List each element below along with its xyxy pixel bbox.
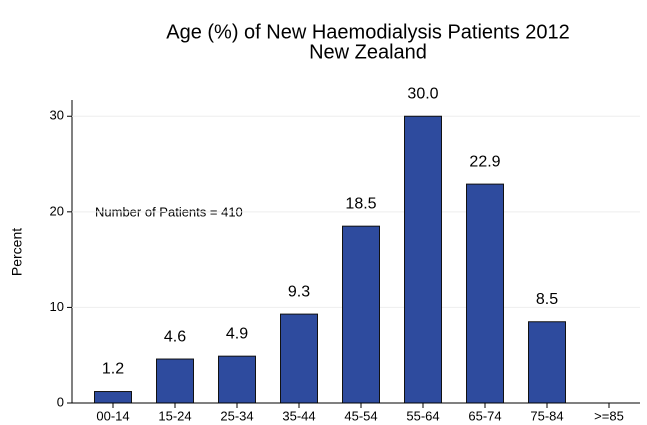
value-label: 4.9: [226, 325, 248, 342]
bar: [94, 391, 132, 404]
bar: [342, 225, 380, 404]
x-tick-label: 25-34: [220, 408, 253, 423]
chart-title: Age (%) of New Haemodialysis Patients 20…: [166, 21, 570, 43]
value-label: 9.3: [288, 283, 310, 300]
x-tick-label: 55-64: [406, 408, 439, 423]
x-tick-label: 75-84: [530, 408, 563, 423]
value-label: 30.0: [407, 85, 438, 102]
chart-subtitle: New Zealand: [309, 41, 427, 63]
x-tick-label: 00-14: [96, 408, 129, 423]
y-axis-label: Percent: [9, 228, 25, 276]
value-label: 18.5: [345, 195, 376, 212]
bar: [466, 183, 504, 404]
x-tick-label: 65-74: [468, 408, 501, 423]
value-label: 1.2: [102, 361, 124, 378]
x-tick-label: 15-24: [158, 408, 191, 423]
x-tick-label: 35-44: [282, 408, 315, 423]
y-tick-label: 0: [57, 394, 64, 409]
value-label: 8.5: [536, 291, 558, 308]
bar: [404, 115, 442, 404]
x-tick-label: >=85: [594, 408, 624, 423]
value-label: 22.9: [469, 153, 500, 170]
y-tick-label: 30: [50, 108, 64, 123]
x-tick-label: 45-54: [344, 408, 377, 423]
bar: [156, 358, 194, 404]
bar: [280, 313, 318, 404]
value-label: 4.6: [164, 328, 186, 345]
y-tick-label: 20: [50, 203, 64, 218]
bar: [528, 321, 566, 404]
y-tick-label: 10: [50, 299, 64, 314]
bar: [218, 355, 256, 404]
